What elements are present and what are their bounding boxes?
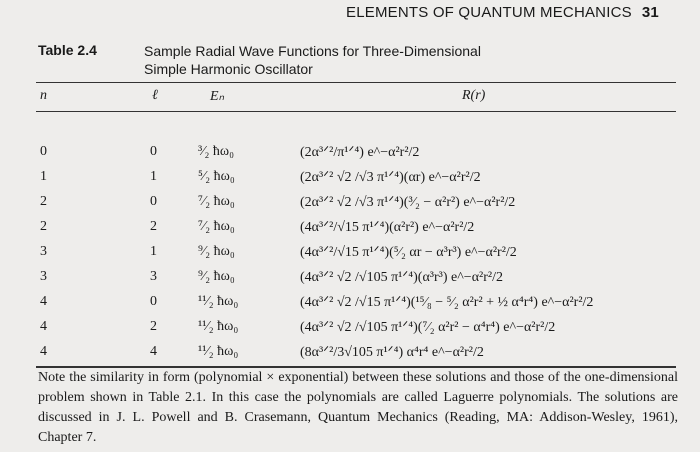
running-head-title: ELEMENTS OF QUANTUM MECHANICS xyxy=(346,4,632,21)
cell-energy: ⁷⁄₂ ħω₀ xyxy=(198,219,235,234)
cell-energy: ³⁄₂ ħω₀ xyxy=(198,144,235,159)
cell-energy: ⁷⁄₂ ħω₀ xyxy=(198,194,235,209)
cell-n: 0 xyxy=(40,144,47,159)
cell-l: 0 xyxy=(150,144,157,159)
header-energy: Eₙ xyxy=(210,89,225,104)
table-label: Table 2.4 xyxy=(38,42,97,58)
top-rule xyxy=(36,82,676,83)
cell-energy: ⁹⁄₂ ħω₀ xyxy=(198,244,235,259)
table-row: 2 0 ⁷⁄₂ ħω₀ (2α³ᐟ² √2 /√3 π¹ᐟ⁴)(³⁄₂ − α²r²)… xyxy=(0,194,700,216)
cell-energy: ¹¹⁄₂ ħω₀ xyxy=(198,344,239,359)
table-row: 4 0 ¹¹⁄₂ ħω₀ (4α³ᐟ² √2 /√15 π¹ᐟ⁴)(¹⁵⁄₈ − ⁵⁄… xyxy=(0,294,700,316)
cell-n: 1 xyxy=(40,169,47,184)
table-row: 0 0 ³⁄₂ ħω₀ (2α³ᐟ²/π¹ᐟ⁴) e^−α²r²/2 xyxy=(0,144,700,166)
cell-n: 4 xyxy=(40,344,47,359)
cell-radial-function: (4α³ᐟ² √2 /√15 π¹ᐟ⁴)(¹⁵⁄₈ − ⁵⁄₂ α²r² + ½… xyxy=(300,295,594,310)
cell-radial-function: (2α³ᐟ²/π¹ᐟ⁴) e^−α²r²/2 xyxy=(300,145,420,160)
cell-l: 2 xyxy=(150,319,157,334)
cell-radial-function: (4α³ᐟ² √2 /√105 π¹ᐟ⁴)(α³r³) e^−α²r²/2 xyxy=(300,270,503,285)
cell-radial-function: (8α³ᐟ²/3√105 π¹ᐟ⁴) α⁴r⁴ e^−α²r²/2 xyxy=(300,345,484,360)
header-rule xyxy=(36,111,676,112)
cell-l: 0 xyxy=(150,294,157,309)
table-title: Sample Radial Wave Functions for Three-D… xyxy=(144,43,481,77)
table-note: Note the similarity in form (polynomial … xyxy=(38,370,678,445)
cell-n: 2 xyxy=(40,219,47,234)
cell-radial-function: (2α³ᐟ² √2 /√3 π¹ᐟ⁴)(αr) e^−α²r²/2 xyxy=(300,170,481,185)
cell-radial-function: (4α³ᐟ² √2 /√105 π¹ᐟ⁴)(⁷⁄₂ α²r² − α⁴r⁴) e… xyxy=(300,320,556,335)
bottom-rule xyxy=(36,366,676,368)
cell-n: 3 xyxy=(40,269,47,284)
cell-energy: ⁵⁄₂ ħω₀ xyxy=(198,169,235,184)
cell-l: 3 xyxy=(150,269,157,284)
cell-energy: ⁹⁄₂ ħω₀ xyxy=(198,269,235,284)
cell-l: 1 xyxy=(150,169,157,184)
cell-n: 3 xyxy=(40,244,47,259)
header-radial: R(r) xyxy=(462,88,486,103)
table-row: 1 1 ⁵⁄₂ ħω₀ (2α³ᐟ² √2 /√3 π¹ᐟ⁴)(αr) e^−α²r²… xyxy=(0,169,700,191)
page-number: 31 xyxy=(641,4,659,21)
cell-energy: ¹¹⁄₂ ħω₀ xyxy=(198,294,239,309)
cell-l: 2 xyxy=(150,219,157,234)
header-l: ℓ xyxy=(152,88,158,103)
cell-n: 2 xyxy=(40,194,47,209)
cell-l: 1 xyxy=(150,244,157,259)
table-row: 4 4 ¹¹⁄₂ ħω₀ (8α³ᐟ²/3√105 π¹ᐟ⁴) α⁴r⁴ e^−α²r… xyxy=(0,344,700,366)
cell-radial-function: (4α³ᐟ²/√15 π¹ᐟ⁴)(⁵⁄₂ αr − α³r³) e^−α²r²/… xyxy=(300,245,517,260)
cell-energy: ¹¹⁄₂ ħω₀ xyxy=(198,319,239,334)
table-row: 3 1 ⁹⁄₂ ħω₀ (4α³ᐟ²/√15 π¹ᐟ⁴)(⁵⁄₂ αr − α³r³)… xyxy=(0,244,700,266)
table-row: 4 2 ¹¹⁄₂ ħω₀ (4α³ᐟ² √2 /√105 π¹ᐟ⁴)(⁷⁄₂ α²r²… xyxy=(0,319,700,341)
table-row: 2 2 ⁷⁄₂ ħω₀ (4α³ᐟ²/√15 π¹ᐟ⁴)(α²r²) e^−α²r²/… xyxy=(0,219,700,241)
header-n: n xyxy=(40,88,47,103)
running-head: ELEMENTS OF QUANTUM MECHANICS 31 xyxy=(346,4,659,21)
cell-l: 0 xyxy=(150,194,157,209)
cell-l: 4 xyxy=(150,344,157,359)
cell-n: 4 xyxy=(40,319,47,334)
cell-n: 4 xyxy=(40,294,47,309)
table-row: 3 3 ⁹⁄₂ ħω₀ (4α³ᐟ² √2 /√105 π¹ᐟ⁴)(α³r³) e^−… xyxy=(0,269,700,291)
cell-radial-function: (2α³ᐟ² √2 /√3 π¹ᐟ⁴)(³⁄₂ − α²r²) e^−α²r²/… xyxy=(300,195,516,210)
cell-radial-function: (4α³ᐟ²/√15 π¹ᐟ⁴)(α²r²) e^−α²r²/2 xyxy=(300,220,475,235)
